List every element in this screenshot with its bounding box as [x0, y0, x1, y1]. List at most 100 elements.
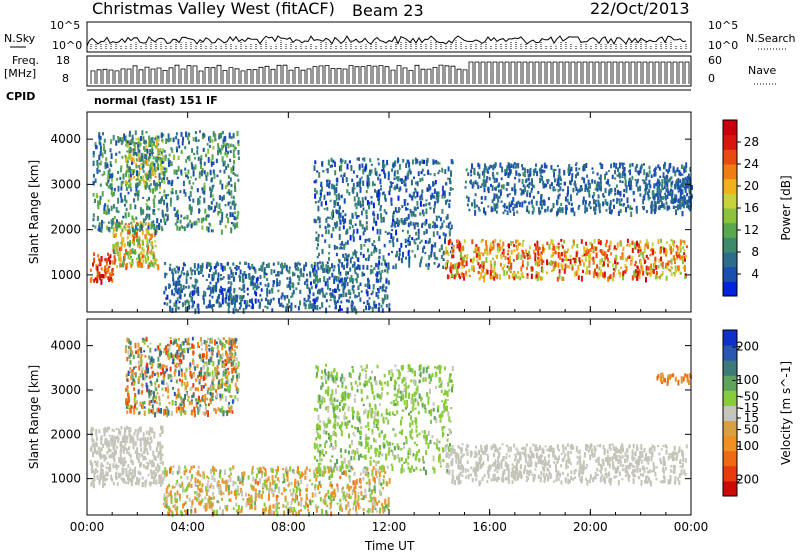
echo-cell — [647, 173, 650, 178]
echo-cell — [146, 237, 148, 243]
echo-cell — [170, 375, 173, 379]
echo-cell — [137, 197, 139, 201]
echo-cell — [151, 463, 154, 468]
echo-cell — [650, 266, 653, 271]
echo-cell — [536, 171, 539, 177]
echo-cell — [334, 300, 337, 306]
echo-cell — [678, 251, 680, 256]
echo-cell — [217, 262, 220, 266]
echo-cell — [198, 219, 201, 223]
echo-cell — [365, 214, 368, 220]
echo-cell — [177, 214, 179, 218]
echo-cell — [447, 166, 450, 172]
echo-cell — [584, 256, 587, 261]
echo-cell — [154, 175, 157, 178]
echo-cell — [675, 245, 678, 248]
echo-cell — [429, 186, 432, 190]
echo-cell — [668, 179, 670, 183]
echo-cell — [607, 276, 610, 282]
echo-cell — [378, 173, 381, 177]
echo-cell — [146, 242, 149, 245]
echo-cell — [137, 480, 140, 486]
echo-cell — [312, 292, 315, 297]
echo-cell — [462, 256, 465, 262]
echo-cell — [183, 272, 186, 276]
echo-cell — [451, 188, 454, 191]
echo-cell — [651, 250, 654, 256]
echo-cell — [141, 482, 144, 488]
echo-cell — [322, 263, 325, 268]
echo-cell — [196, 146, 199, 149]
echo-cell — [186, 270, 189, 275]
echo-cell — [218, 301, 221, 308]
echo-cell — [160, 164, 163, 170]
echo-cell — [149, 169, 151, 175]
echo-cell — [147, 264, 150, 269]
echo-cell — [630, 207, 633, 210]
echo-cell — [374, 167, 377, 173]
echo-cell — [326, 278, 329, 284]
echo-cell — [645, 254, 648, 258]
echo-cell — [121, 462, 124, 467]
echo-cell — [398, 219, 401, 225]
echo-cell — [531, 210, 534, 215]
echo-cell — [464, 180, 467, 184]
echo-cell — [442, 250, 445, 254]
echo-cell — [605, 181, 608, 185]
echo-cell — [537, 250, 540, 256]
echo-cell — [647, 194, 650, 198]
echo-cell — [598, 209, 601, 214]
echo-cell — [115, 140, 118, 146]
echo-cell — [580, 185, 583, 188]
echo-cell — [441, 222, 444, 228]
echo-cell — [428, 238, 431, 244]
echo-cell — [634, 260, 637, 264]
echo-cell — [160, 218, 162, 223]
echo-cell — [554, 188, 557, 192]
echo-cell — [676, 187, 679, 190]
echo-cell — [299, 268, 302, 273]
echo-cell — [588, 201, 591, 205]
echo-cell — [686, 205, 688, 209]
echo-cell — [316, 263, 319, 268]
echo-cell — [514, 188, 517, 194]
echo-cell — [208, 294, 211, 297]
echo-cell — [473, 199, 476, 204]
echo-cell — [342, 287, 345, 294]
echo-cell — [432, 244, 434, 248]
echo-cell — [145, 365, 148, 371]
echo-cell — [176, 280, 179, 287]
echo-cell — [391, 250, 393, 254]
echo-cell — [131, 460, 134, 466]
echo-cell — [608, 191, 611, 196]
echo-cell — [392, 236, 395, 241]
echo-cell — [124, 427, 126, 433]
echo-cell — [540, 164, 543, 168]
echo-cell — [170, 410, 173, 414]
echo-cell — [335, 178, 338, 182]
echo-cell — [433, 261, 436, 265]
echo-cell — [641, 266, 644, 271]
echo-cell — [306, 273, 308, 277]
echo-cell — [115, 246, 118, 253]
echo-cell — [502, 211, 505, 215]
echo-cell — [98, 138, 101, 145]
echo-cell — [223, 142, 226, 147]
echo-cell — [138, 478, 141, 483]
echo-cell — [650, 209, 653, 214]
echo-cell — [553, 178, 556, 183]
echo-cell — [616, 242, 619, 248]
echo-cell — [394, 225, 397, 228]
echo-cell — [193, 221, 196, 226]
echo-cell — [663, 205, 666, 210]
echo-cell — [148, 459, 151, 463]
echo-cell — [472, 181, 475, 187]
echo-cell — [666, 241, 668, 244]
echo-cell — [358, 264, 361, 271]
echo-cell — [96, 460, 99, 463]
echo-cell — [470, 258, 472, 263]
echo-cell — [349, 257, 352, 264]
nave-tick-bottom: 0 — [708, 72, 715, 85]
echo-cell — [177, 278, 180, 281]
